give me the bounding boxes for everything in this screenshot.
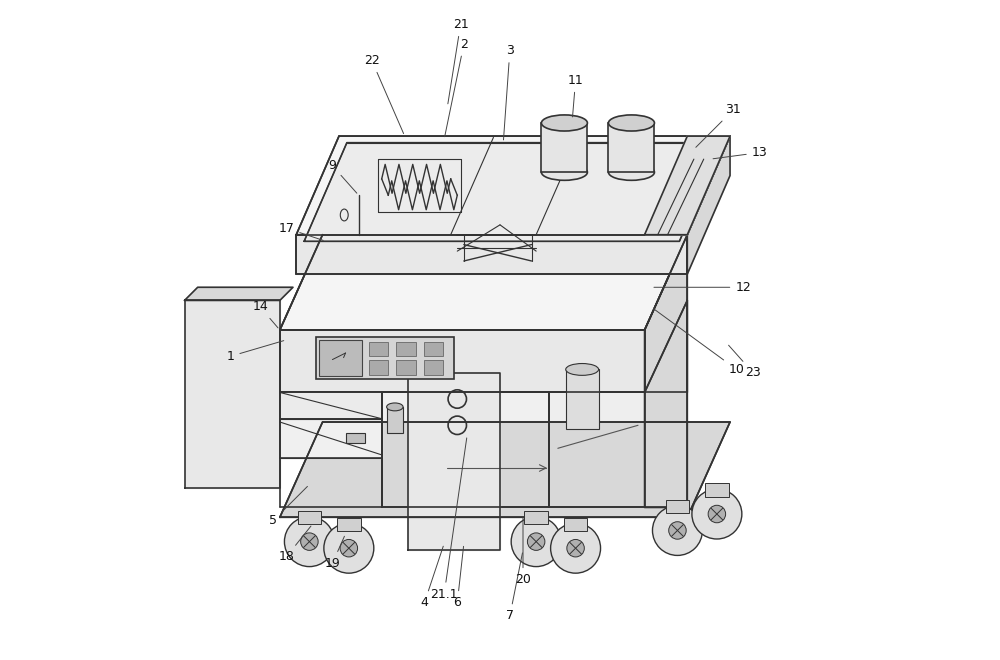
Bar xyxy=(424,360,443,375)
Ellipse shape xyxy=(608,115,654,131)
Bar xyxy=(608,123,654,172)
Text: 7: 7 xyxy=(506,553,522,622)
Text: 6: 6 xyxy=(453,546,464,609)
Circle shape xyxy=(551,523,601,573)
Polygon shape xyxy=(296,136,730,235)
Ellipse shape xyxy=(387,403,403,411)
Bar xyxy=(369,342,388,356)
Bar xyxy=(524,511,548,524)
Ellipse shape xyxy=(541,164,587,180)
Text: 17: 17 xyxy=(278,222,323,240)
Bar xyxy=(705,483,729,496)
Bar xyxy=(564,517,587,531)
Text: 20: 20 xyxy=(515,517,531,586)
Text: 10: 10 xyxy=(653,309,745,376)
Polygon shape xyxy=(280,393,382,418)
Text: 23: 23 xyxy=(729,345,761,379)
Polygon shape xyxy=(185,300,280,488)
Circle shape xyxy=(301,533,318,550)
Ellipse shape xyxy=(566,364,599,376)
Text: 11: 11 xyxy=(568,74,583,117)
Text: 18: 18 xyxy=(278,526,311,563)
Bar xyxy=(337,517,361,531)
Bar xyxy=(346,432,365,443)
Ellipse shape xyxy=(541,115,587,131)
Circle shape xyxy=(708,506,726,523)
Bar xyxy=(396,360,416,375)
Text: 31: 31 xyxy=(696,104,741,147)
Circle shape xyxy=(527,533,545,550)
Circle shape xyxy=(652,506,702,556)
Ellipse shape xyxy=(608,164,654,180)
Text: 22: 22 xyxy=(364,54,404,133)
Text: 21.1: 21.1 xyxy=(430,438,467,601)
Text: 14: 14 xyxy=(252,300,278,328)
Circle shape xyxy=(284,517,334,566)
Text: 5: 5 xyxy=(269,486,307,527)
Circle shape xyxy=(511,517,561,566)
Text: 12: 12 xyxy=(654,280,751,294)
Circle shape xyxy=(324,523,374,573)
Polygon shape xyxy=(549,393,645,508)
Polygon shape xyxy=(408,373,500,550)
Polygon shape xyxy=(645,136,730,235)
Text: 19: 19 xyxy=(325,537,344,570)
Text: 3: 3 xyxy=(503,44,514,140)
Polygon shape xyxy=(687,136,730,274)
Circle shape xyxy=(669,521,686,539)
Text: 13: 13 xyxy=(713,146,767,159)
Bar xyxy=(396,342,416,356)
Text: 9: 9 xyxy=(328,159,357,193)
Polygon shape xyxy=(280,330,645,393)
Bar xyxy=(541,123,587,172)
Bar xyxy=(566,370,599,428)
Bar xyxy=(387,407,403,433)
Polygon shape xyxy=(645,235,687,393)
Bar xyxy=(369,360,388,375)
Polygon shape xyxy=(280,418,382,458)
Text: 1: 1 xyxy=(227,341,284,363)
Polygon shape xyxy=(280,422,730,517)
Text: 21: 21 xyxy=(448,18,468,104)
Polygon shape xyxy=(645,300,687,508)
Polygon shape xyxy=(304,143,722,242)
Bar xyxy=(424,342,443,356)
Text: 2: 2 xyxy=(445,38,468,137)
Text: 4: 4 xyxy=(420,546,443,609)
Circle shape xyxy=(567,539,584,557)
Bar xyxy=(316,337,454,380)
Polygon shape xyxy=(280,235,687,330)
Polygon shape xyxy=(382,393,549,508)
Bar xyxy=(319,340,362,376)
Circle shape xyxy=(340,539,358,557)
Circle shape xyxy=(692,489,742,539)
Bar xyxy=(298,511,321,524)
Polygon shape xyxy=(185,287,293,300)
Bar xyxy=(666,500,689,513)
Polygon shape xyxy=(296,235,687,274)
